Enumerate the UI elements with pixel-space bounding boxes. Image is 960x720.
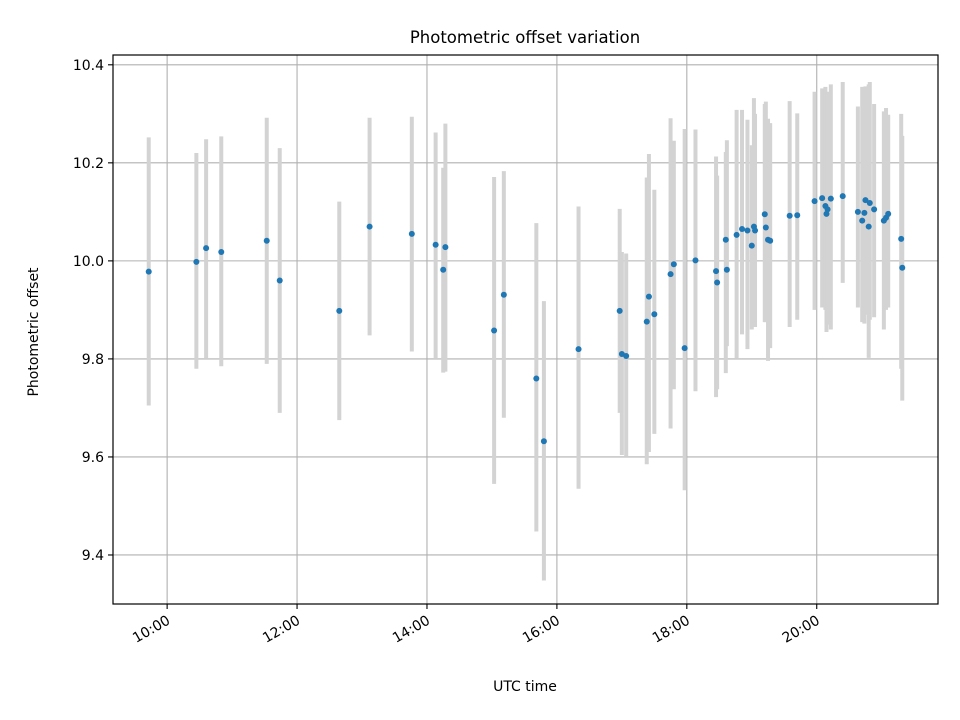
- data-point: [643, 318, 650, 325]
- data-point: [752, 227, 759, 234]
- plot-frame: [112, 54, 939, 605]
- data-point: [533, 375, 540, 382]
- data-point: [739, 226, 746, 233]
- data-point: [193, 258, 200, 265]
- data-points: [145, 193, 906, 445]
- data-point: [681, 345, 688, 352]
- data-point: [733, 231, 740, 238]
- y-axis-ticks: 9.4 9.6 9.8 10.0 10.2 10.4: [73, 58, 113, 564]
- y-tick-label: 9.6: [82, 450, 104, 466]
- data-point: [263, 237, 270, 244]
- data-point: [786, 212, 793, 219]
- data-point: [811, 198, 818, 205]
- data-point: [899, 264, 906, 271]
- data-point: [761, 211, 768, 218]
- data-point: [714, 279, 721, 286]
- data-point: [575, 346, 582, 353]
- data-point: [865, 223, 872, 230]
- data-point: [408, 230, 415, 237]
- data-point: [667, 271, 674, 278]
- data-point: [762, 224, 769, 231]
- data-point: [713, 268, 720, 275]
- data-point: [203, 245, 210, 252]
- data-point: [722, 236, 729, 243]
- data-point: [827, 195, 834, 202]
- data-point: [670, 261, 677, 268]
- data-point: [861, 209, 868, 216]
- data-point: [336, 307, 343, 314]
- data-point: [491, 327, 498, 334]
- data-point: [276, 277, 283, 284]
- data-point: [540, 438, 547, 445]
- y-tick-label: 10.4: [73, 58, 104, 74]
- data-point: [859, 217, 866, 224]
- data-point: [767, 237, 774, 244]
- y-axis-label: Photometric offset: [26, 267, 42, 397]
- data-point: [145, 268, 152, 275]
- data-point: [794, 212, 801, 219]
- data-point: [871, 206, 878, 213]
- data-point: [616, 307, 623, 314]
- data-point: [824, 206, 831, 213]
- data-point: [744, 227, 751, 234]
- data-point: [862, 197, 869, 204]
- data-point: [218, 249, 225, 256]
- data-point: [645, 293, 652, 300]
- data-point: [500, 291, 507, 298]
- data-point: [819, 195, 826, 202]
- data-point: [651, 311, 658, 318]
- y-tick-label: 10.0: [73, 254, 104, 270]
- data-point: [723, 266, 730, 273]
- data-point: [442, 244, 449, 251]
- chart-title: Photometric offset variation: [410, 28, 640, 47]
- data-point: [866, 200, 873, 207]
- data-point: [885, 210, 892, 217]
- grid: [113, 55, 938, 604]
- y-tick-label: 10.2: [73, 156, 104, 172]
- x-axis-label: UTC time: [493, 679, 557, 695]
- data-point: [748, 242, 755, 249]
- data-point: [623, 352, 630, 359]
- data-point: [898, 235, 905, 242]
- data-point: [692, 257, 699, 264]
- data-point: [440, 266, 447, 273]
- data-point: [432, 241, 439, 248]
- data-point: [839, 193, 846, 200]
- data-point: [854, 208, 861, 215]
- y-tick-label: 9.4: [82, 548, 104, 564]
- y-tick-label: 9.8: [82, 352, 104, 368]
- data-point: [366, 223, 373, 230]
